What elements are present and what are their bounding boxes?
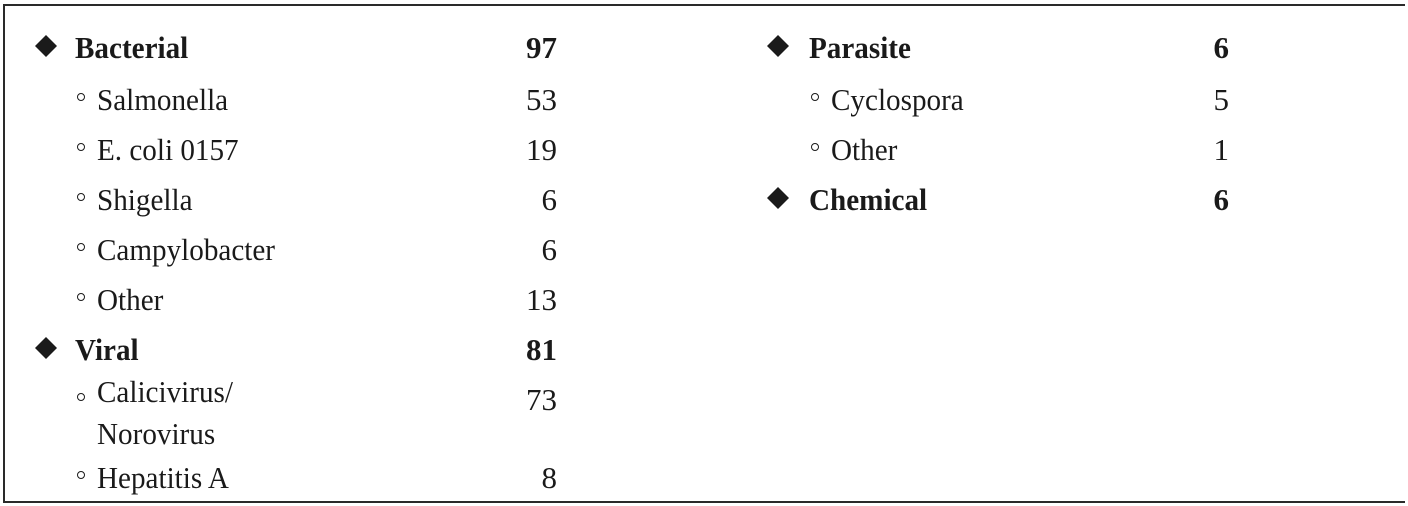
subcategory-row-calicivirus-norovirus: Calicivirus/ Norovirus 73: [5, 370, 565, 458]
diamond-bullet-icon: [35, 35, 57, 57]
category-row-bacterial: Bacterial 97: [5, 18, 565, 68]
subcategory-count: 5: [1213, 82, 1230, 117]
category-count: 6: [1213, 30, 1230, 65]
circle-bullet-icon: [77, 393, 85, 401]
category-count: 81: [526, 332, 557, 367]
circle-bullet-icon: [811, 143, 819, 151]
subcategory-label: Cyclospora: [831, 82, 964, 117]
subcategory-row-ecoli: E. coli 0157 19: [5, 120, 565, 170]
circle-bullet-icon: [77, 143, 85, 151]
subcategory-row-other-parasite: Other 1: [737, 120, 1237, 170]
diamond-bullet-icon: [35, 337, 57, 359]
subcategory-label: Other: [97, 282, 164, 317]
outbreak-table-frame: Bacterial 97 Salmonella 53 E. coli 0157 …: [3, 4, 1405, 503]
subcategory-count: 6: [541, 182, 558, 217]
subcategory-label: Other: [831, 132, 898, 167]
category-label: Viral: [75, 332, 139, 367]
subcategory-row-other-bacterial: Other 13: [5, 270, 565, 320]
subcategory-label-line2: Norovirus: [97, 416, 216, 451]
subcategory-count: 8: [541, 460, 558, 495]
diamond-bullet-icon: [767, 187, 789, 209]
subcategory-label: E. coli 0157: [97, 132, 239, 167]
category-row-viral: Viral 81: [5, 320, 565, 370]
circle-bullet-icon: [77, 471, 85, 479]
subcategory-count: 73: [526, 382, 557, 417]
subcategory-row-shigella: Shigella 6: [5, 170, 565, 220]
subcategory-label: Campylobacter: [97, 232, 276, 267]
subcategory-count: 13: [526, 282, 557, 317]
category-row-chemical: Chemical 6: [737, 170, 1237, 220]
category-count: 6: [1213, 182, 1230, 217]
subcategory-label-line1: Calicivirus/: [97, 374, 233, 409]
subcategory-count: 6: [541, 232, 558, 267]
subcategory-label: Hepatitis A: [97, 460, 229, 495]
subcategory-label: Salmonella: [97, 82, 229, 117]
circle-bullet-icon: [77, 293, 85, 301]
subcategory-count: 53: [526, 82, 557, 117]
category-label: Parasite: [809, 30, 911, 65]
category-row-parasite: Parasite 6: [737, 18, 1237, 68]
subcategory-row-campylobacter: Campylobacter 6: [5, 220, 565, 270]
subcategory-label: Shigella: [97, 182, 193, 217]
category-count: 97: [526, 30, 557, 65]
subcategory-label: Calicivirus/ Norovirus: [97, 371, 233, 455]
subcategory-row-hepatitis-a: Hepatitis A 8: [5, 448, 565, 498]
subcategory-count: 19: [526, 132, 557, 167]
subcategory-count: 1: [1213, 132, 1230, 167]
circle-bullet-icon: [77, 193, 85, 201]
category-label: Chemical: [809, 182, 928, 217]
category-label: Bacterial: [75, 30, 189, 65]
subcategory-row-cyclospora: Cyclospora 5: [737, 70, 1237, 120]
diamond-bullet-icon: [767, 35, 789, 57]
circle-bullet-icon: [811, 93, 819, 101]
subcategory-row-salmonella: Salmonella 53: [5, 70, 565, 120]
circle-bullet-icon: [77, 243, 85, 251]
circle-bullet-icon: [77, 93, 85, 101]
